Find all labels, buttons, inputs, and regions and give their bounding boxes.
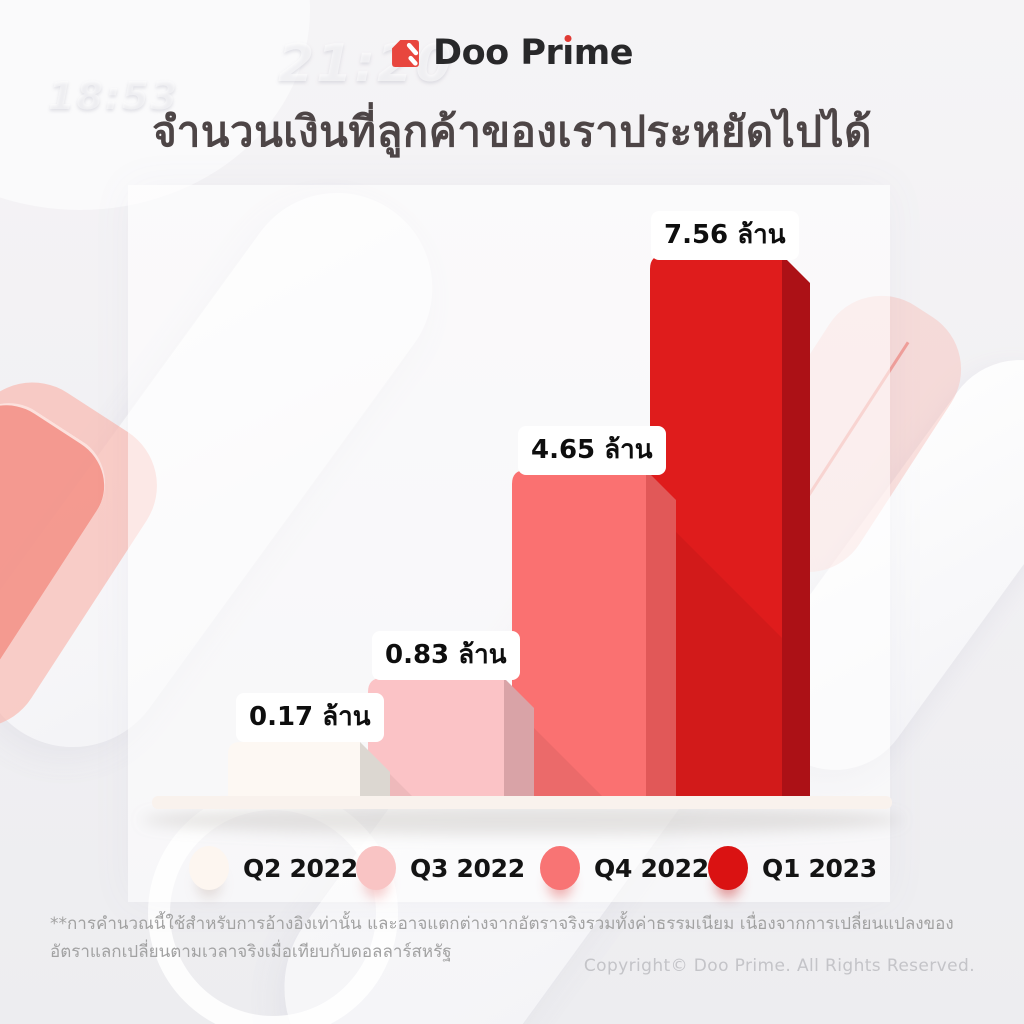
logo: Doo Prı me <box>0 33 1024 73</box>
brand-i-red-dot <box>564 35 572 42</box>
chart-title: จำนวนเงินที่ลูกค้าของเราประหยัดไปได้ <box>152 107 872 156</box>
floor-shadow <box>142 805 902 835</box>
legend-label: Q1 2023 <box>762 853 877 883</box>
legend-swatch-q4-2022 <box>540 846 580 890</box>
brand-prefix: Doo Pr <box>433 33 563 73</box>
legend-swatch-q2-2022 <box>189 846 229 890</box>
bar-q3-2022 <box>368 678 534 800</box>
value-label-q3-2022: 0.83 ล้าน <box>372 631 520 680</box>
timestamp-watermark-top: 21:20 <box>278 34 454 94</box>
legend-swatch-q1-2023 <box>708 846 748 890</box>
bar-q4-2022 <box>512 470 676 800</box>
bar-q2-2022 <box>228 742 390 800</box>
value-label-q4-2022: 4.65 ล้าน <box>518 426 666 475</box>
chart-baseline <box>152 796 892 809</box>
legend-label: Q2 2022 <box>243 853 358 883</box>
value-label-q1-2023: 7.56 ล้าน <box>651 211 799 260</box>
brand-i: ı <box>562 33 574 73</box>
timestamp-watermark-left: 18:53 <box>48 74 179 118</box>
brand-suffix: me <box>573 33 634 73</box>
doo-prime-logo-icon <box>392 40 419 67</box>
legend-label: Q4 2022 <box>594 853 709 883</box>
copyright-text: Copyright© Doo Prime. All Rights Reserve… <box>583 956 975 976</box>
legend-item-q3-2022: Q3 2022 <box>356 846 525 890</box>
disclaimer-text: **การคำนวณนี้ใช้สำหรับการอ้างอิงเท่านั้น… <box>50 914 954 963</box>
bar-q1-2023 <box>650 255 810 800</box>
value-label-q2-2022: 0.17 ล้าน <box>236 693 384 742</box>
legend-item-q2-2022: Q2 2022 <box>189 846 358 890</box>
legend-swatch-q3-2022 <box>356 846 396 890</box>
legend-label: Q3 2022 <box>410 853 525 883</box>
brand-name: Doo Prı me <box>433 33 634 73</box>
legend-item-q1-2023: Q1 2023 <box>708 846 877 890</box>
legend-item-q4-2022: Q4 2022 <box>540 846 709 890</box>
